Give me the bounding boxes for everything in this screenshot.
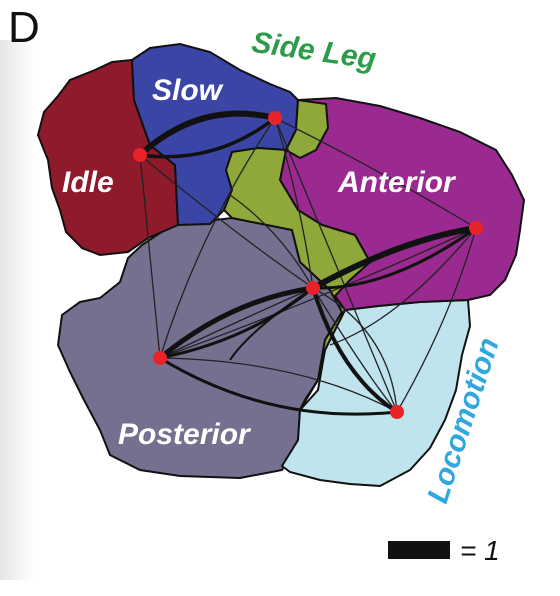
- transition-edge: [312, 226, 477, 290]
- transition-edge: [329, 227, 477, 346]
- transition-edge: [274, 117, 398, 413]
- transition-edge: [139, 116, 277, 159]
- region-label-posterior: Posterior: [118, 418, 252, 451]
- node-slow: [268, 111, 282, 125]
- transition-edge: [229, 194, 314, 289]
- transition-edge: [229, 287, 314, 361]
- scale-bar-label: = 1: [460, 535, 500, 566]
- thick-transitions: [137, 110, 477, 416]
- region-locomotion: [280, 298, 472, 488]
- transition-edge: [159, 356, 398, 416]
- transition-edge: [311, 225, 477, 291]
- transition-edge: [137, 110, 276, 158]
- state-nodes: [133, 111, 483, 419]
- page-edge-shadow: [0, 40, 34, 580]
- node-locomotion: [390, 405, 404, 419]
- outer-label-side-leg: Side Leg: [250, 26, 378, 76]
- region-label-anterior: Anterior: [337, 166, 457, 199]
- transition-edge: [159, 117, 276, 359]
- transition-edge: [312, 287, 398, 413]
- transition-edge: [396, 227, 477, 413]
- panel-letter: D: [8, 3, 40, 52]
- transition-edge: [159, 357, 398, 413]
- node-idle: [133, 148, 147, 162]
- region-label-slow: Slow: [152, 74, 224, 107]
- transition-edge: [312, 287, 398, 413]
- region-label-idle: Idle: [62, 166, 114, 199]
- node-center: [306, 281, 320, 295]
- transition-edge: [159, 286, 314, 360]
- transition-edge: [274, 117, 314, 289]
- node-anterior: [469, 221, 483, 235]
- transition-edge: [139, 154, 161, 359]
- transition-edge: [274, 117, 477, 229]
- scale-bar: [388, 541, 450, 559]
- transition-edge: [158, 285, 314, 360]
- transition-edge: [311, 287, 399, 414]
- thin-transitions: [139, 117, 477, 413]
- transition-edge: [139, 154, 314, 289]
- node-posterior: [153, 351, 167, 365]
- transition-edge: [159, 287, 314, 359]
